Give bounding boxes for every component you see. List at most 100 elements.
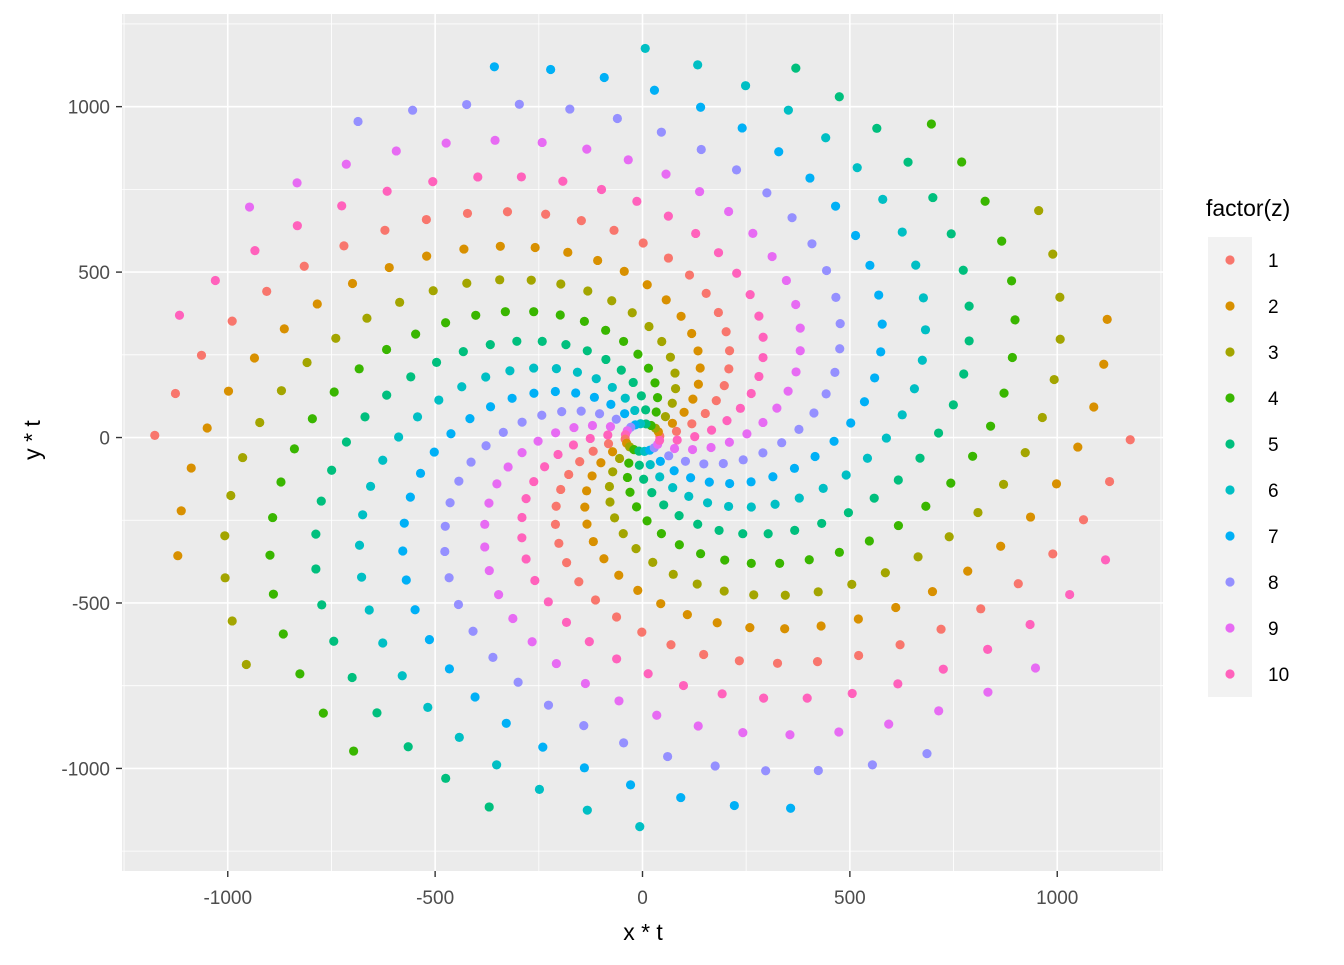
data-point [676, 311, 686, 321]
data-point [576, 215, 586, 226]
data-point [867, 760, 877, 770]
data-point [440, 521, 450, 531]
data-point [999, 388, 1009, 398]
x-tick-label: 1000 [1036, 888, 1078, 909]
data-point [603, 430, 613, 440]
data-point [679, 407, 689, 417]
data-point [492, 760, 502, 770]
data-point [403, 742, 413, 752]
data-point [422, 251, 432, 261]
data-point [1089, 402, 1099, 412]
data-point [378, 455, 388, 465]
data-point [772, 403, 782, 413]
data-point [830, 201, 841, 211]
data-point [490, 135, 500, 145]
data-point [1020, 447, 1030, 458]
data-point [630, 405, 640, 416]
data-point [604, 481, 615, 492]
data-point [687, 328, 697, 339]
data-point [725, 478, 735, 489]
data-point [748, 228, 758, 238]
data-point [408, 105, 418, 115]
data-point [731, 165, 742, 175]
data-point [938, 664, 948, 674]
data-point [382, 186, 392, 196]
data-point [1013, 579, 1023, 589]
data-point [668, 483, 678, 493]
data-point [444, 573, 454, 583]
data-point [594, 409, 605, 419]
data-point [622, 472, 633, 483]
legend-marker [1225, 485, 1235, 495]
data-point [360, 412, 370, 422]
data-point [761, 766, 771, 776]
data-point [398, 546, 408, 556]
data-point [645, 460, 655, 470]
data-point [488, 652, 498, 662]
data-point [1034, 205, 1044, 216]
data-point [633, 585, 643, 595]
data-point [651, 407, 661, 417]
data-point [667, 418, 678, 428]
data-point [391, 146, 401, 156]
data-point [541, 209, 551, 219]
data-point [623, 155, 633, 165]
data-point [551, 658, 561, 669]
data-point [529, 388, 539, 398]
data-point [421, 214, 431, 225]
data-point [583, 286, 593, 296]
data-point [746, 477, 756, 487]
legend-entry-label: 7 [1268, 527, 1279, 548]
data-point [1102, 314, 1112, 324]
data-point [670, 384, 681, 394]
data-point [777, 438, 787, 448]
data-point [746, 558, 756, 568]
data-point [262, 286, 272, 296]
data-point [745, 622, 755, 633]
data-point [394, 432, 404, 442]
data-point [471, 310, 481, 320]
data-point [841, 470, 851, 480]
data-point [852, 163, 862, 173]
data-point [196, 350, 207, 360]
data-point [721, 327, 731, 337]
data-point [670, 368, 680, 378]
data-point [768, 472, 778, 482]
data-point [521, 554, 531, 564]
data-point [631, 543, 641, 554]
data-point [696, 102, 706, 112]
data-point [749, 590, 759, 600]
data-point [453, 599, 464, 610]
data-point [605, 497, 615, 507]
data-point [650, 378, 660, 388]
data-point [593, 255, 603, 266]
legend-marker [1225, 255, 1235, 265]
data-point [983, 644, 993, 654]
data-point [480, 519, 490, 529]
data-point [884, 719, 894, 729]
data-point [516, 172, 526, 182]
data-point [459, 244, 469, 254]
data-point [580, 502, 590, 512]
data-point [587, 420, 598, 431]
data-point [636, 391, 646, 401]
data-point [582, 805, 592, 815]
data-point [696, 549, 706, 559]
data-point [915, 453, 925, 463]
data-point [485, 340, 495, 350]
data-point [514, 99, 524, 109]
data-point [429, 447, 439, 457]
data-point [665, 352, 676, 362]
data-point [927, 586, 938, 597]
data-point [428, 286, 438, 296]
legend-entry-label: 8 [1268, 573, 1279, 594]
data-point [853, 614, 863, 624]
data-point [655, 472, 665, 482]
data-point [384, 262, 394, 273]
data-point [431, 357, 442, 367]
data-point [717, 689, 727, 699]
data-point [521, 494, 531, 504]
data-point [495, 241, 505, 251]
data-point [620, 393, 630, 403]
